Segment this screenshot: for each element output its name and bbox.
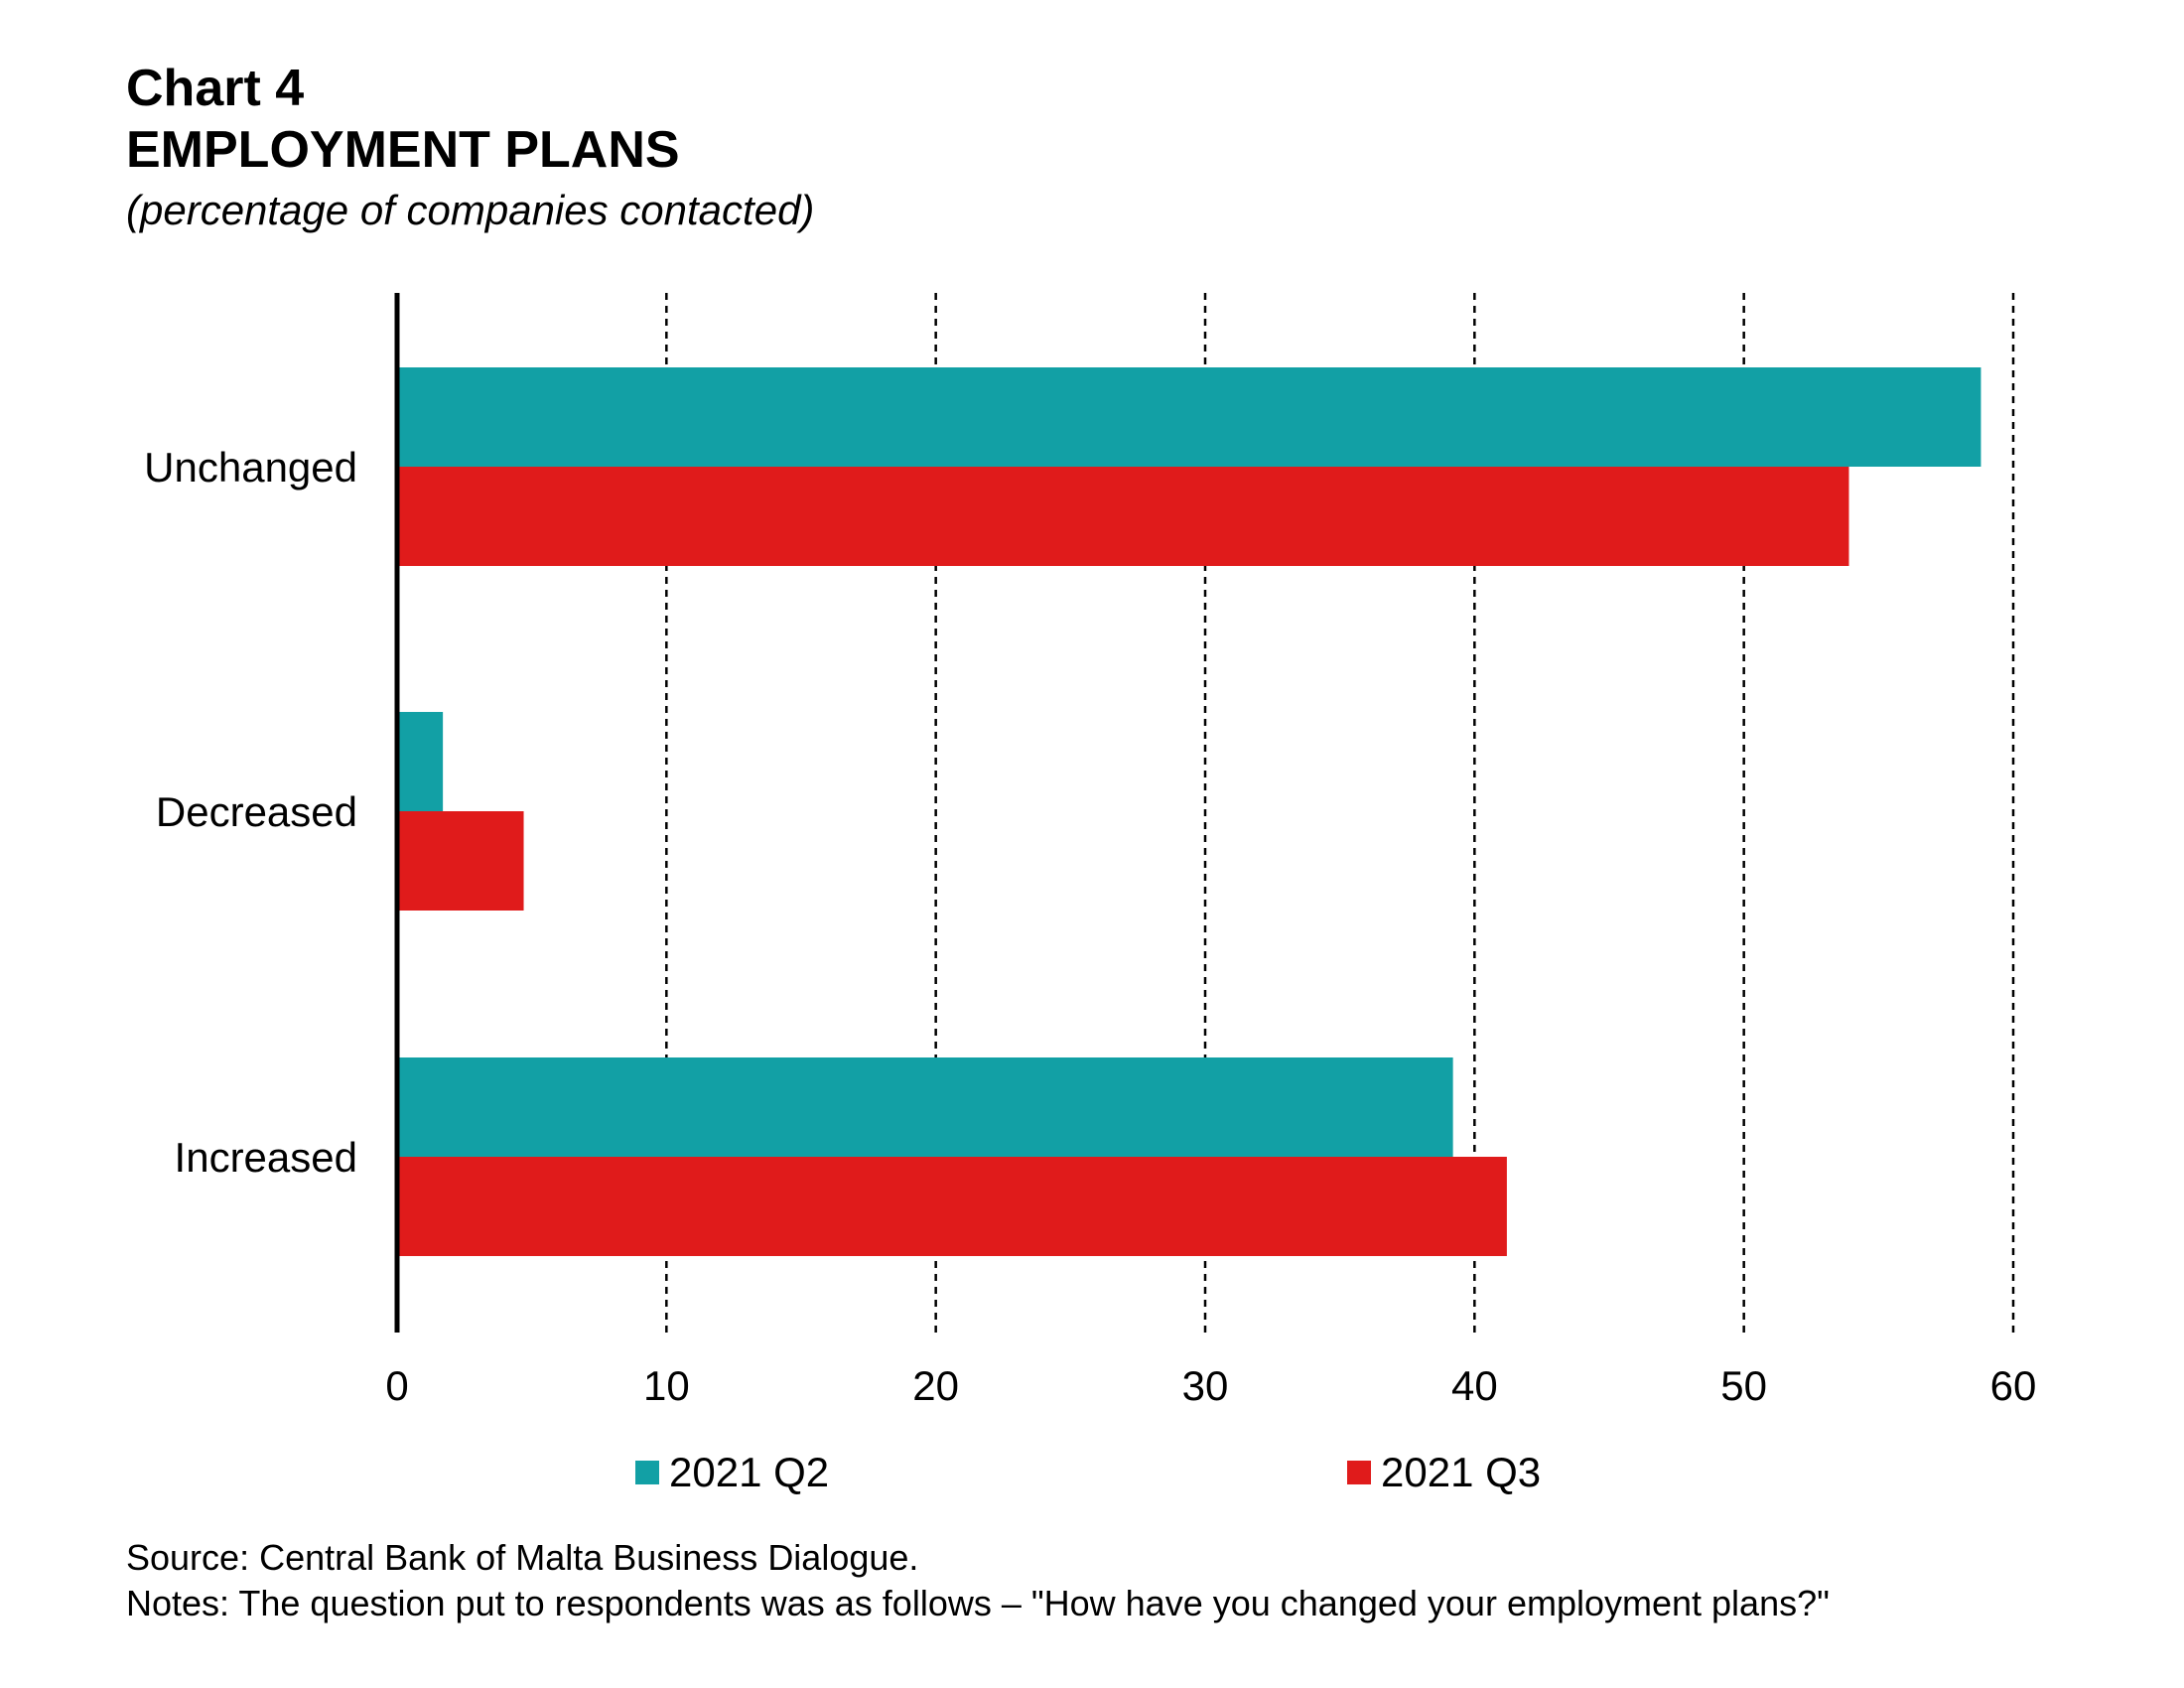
x-tick-label-30: 30: [1182, 1362, 1229, 1409]
bar-unchanged-2021-q3: [397, 467, 1849, 566]
chart-subtitle: (percentage of companies contacted): [126, 187, 815, 233]
axis-labels: Unchanged Decreased Increased 0 10 20 30 40 50 60: [144, 444, 2036, 1409]
bar-decreased-2021-q2: [397, 712, 444, 811]
bar-increased-2021-q3: [397, 1157, 1507, 1256]
source-note: Source: Central Bank of Malta Business D…: [126, 1537, 919, 1578]
notes-text: Notes: The question put to respondents w…: [126, 1583, 1830, 1623]
chart-header: Chart 4 EMPLOYMENT PLANS (percentage of …: [126, 58, 814, 240]
category-label-decreased: Decreased: [156, 788, 357, 835]
bar-decreased-2021-q3: [397, 811, 524, 911]
bars: [397, 367, 1981, 1256]
x-tick-label-40: 40: [1451, 1362, 1498, 1409]
x-tick-label-60: 60: [1990, 1362, 2037, 1409]
legend-label-2021-q2: 2021 Q2: [669, 1449, 830, 1495]
legend-swatch-2021-q2: [635, 1461, 659, 1484]
category-label-unchanged: Unchanged: [144, 444, 357, 491]
category-label-increased: Increased: [175, 1134, 357, 1181]
bar-unchanged-2021-q2: [397, 367, 1981, 467]
chart-title: EMPLOYMENT PLANS: [126, 121, 680, 179]
x-tick-label-0: 0: [385, 1362, 408, 1409]
legend-swatch-2021-q3: [1347, 1461, 1371, 1484]
x-tick-label-20: 20: [912, 1362, 959, 1409]
chart-footer: Source: Central Bank of Malta Business D…: [126, 1535, 1830, 1626]
x-tick-label-50: 50: [1720, 1362, 1767, 1409]
x-tick-label-10: 10: [643, 1362, 690, 1409]
legend-label-2021-q3: 2021 Q3: [1381, 1449, 1542, 1495]
legend-item-2021-q2: 2021 Q2: [635, 1445, 829, 1500]
chart-number: Chart 4: [126, 60, 305, 117]
bar-increased-2021-q2: [397, 1057, 1453, 1157]
legend-item-2021-q3: 2021 Q3: [1347, 1445, 1541, 1500]
